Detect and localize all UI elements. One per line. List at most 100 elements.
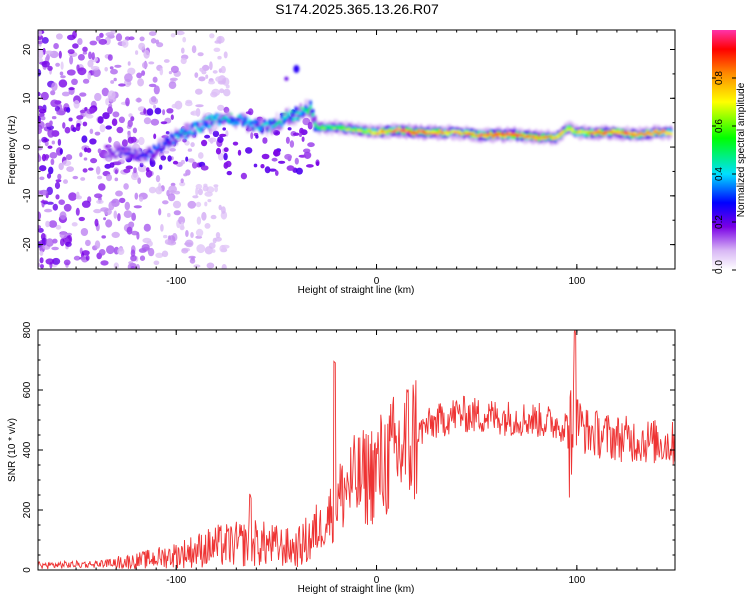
ridge-cell [645, 131, 649, 134]
spectrogram-y-label: Frequency (Hz) [7, 116, 18, 185]
ridge-cell [542, 136, 546, 139]
y-tick-label: -10 [22, 188, 33, 203]
noise-blob [64, 126, 71, 134]
noise-blob [148, 31, 157, 36]
noise-blob [107, 106, 113, 115]
noise-blob [153, 104, 157, 109]
ridge-cell [558, 134, 563, 136]
ridge-cell [633, 134, 637, 137]
noise-blob [195, 187, 199, 196]
noise-blob [57, 138, 62, 146]
x-tick-label: 100 [569, 276, 586, 287]
noise-blob [207, 199, 212, 203]
noise-blob [38, 115, 42, 124]
noise-blob [212, 130, 220, 137]
noise-blob [237, 149, 242, 156]
noise-blob [209, 33, 215, 39]
ridge-cell [280, 121, 284, 123]
noise-blob [79, 152, 83, 158]
ridge-cell [313, 124, 317, 127]
noise-blob [150, 118, 160, 126]
noise-blob [62, 160, 72, 167]
ridge-cell [169, 133, 173, 137]
ridge-cell [253, 127, 257, 130]
noise-blob [209, 61, 213, 71]
ridge-cell [306, 108, 310, 113]
ridge-cell [556, 134, 560, 137]
ridge-cell [212, 117, 216, 121]
noise-blob [39, 176, 45, 181]
ridge-cell [378, 132, 382, 135]
colorbar-tick-label: 0.6 [714, 119, 725, 133]
ridge-cell [455, 132, 459, 134]
ridge-cell [246, 120, 250, 124]
ridge-cell [342, 127, 346, 130]
noise-blob [159, 67, 164, 76]
noise-blob [77, 38, 83, 45]
ridge-cell [258, 125, 262, 130]
noise-blob [133, 167, 137, 174]
ridge-cell [359, 127, 363, 132]
noise-blob [133, 205, 142, 209]
ridge-cell [662, 130, 666, 133]
noise-blob [245, 147, 253, 154]
noise-blob [301, 136, 305, 142]
noise-blob [143, 223, 151, 232]
noise-blob [66, 232, 73, 236]
ridge-cell [604, 130, 608, 133]
noise-blob [79, 109, 86, 114]
ridge-cell [356, 129, 361, 132]
noise-blob [90, 66, 100, 71]
ridge-cell [361, 129, 365, 132]
noise-blob [66, 107, 71, 113]
noise-blob [38, 30, 42, 37]
noise-blob [112, 111, 120, 118]
spectrogram-x-label: Height of straight line (km) [298, 285, 415, 296]
noise-blob [141, 70, 146, 76]
noise-blob [55, 194, 60, 200]
noise-blob [81, 250, 90, 256]
noise-blob [100, 260, 109, 266]
ridge-cell [582, 131, 587, 134]
noise-blob [87, 72, 91, 80]
noise-blob [124, 201, 130, 211]
ridge-cell [251, 124, 255, 127]
ridge-cell [299, 111, 303, 116]
noise-blob [201, 211, 207, 221]
noise-blob [183, 173, 188, 177]
noise-blob [207, 80, 216, 85]
ridge-cell [493, 133, 498, 138]
noise-blob [59, 71, 64, 76]
noise-blob [178, 216, 186, 225]
noise-blob [146, 108, 154, 116]
ridge-cell [150, 153, 154, 161]
ridge-cell [296, 110, 300, 115]
noise-blob [220, 65, 226, 74]
ridge-cell [539, 137, 543, 139]
ridge-cell [152, 152, 156, 160]
ridge-cell [496, 132, 500, 136]
noise-blob [307, 142, 315, 148]
ridge-cell [287, 114, 291, 116]
noise-blob [38, 262, 41, 268]
noise-blob [170, 114, 174, 120]
noise-blob [66, 166, 74, 173]
x-tick-label: -100 [166, 575, 186, 586]
noise-blob [55, 224, 62, 230]
noise-blob [55, 179, 62, 183]
noise-blob [81, 200, 91, 208]
ridge-cell [306, 112, 310, 115]
noise-blob [63, 179, 68, 184]
ridge-cell [229, 120, 233, 125]
noise-blob [82, 78, 90, 84]
noise-blob [162, 109, 166, 116]
ridge-cell [570, 130, 575, 133]
noise-blob [71, 222, 78, 227]
noise-blob [153, 85, 160, 95]
noise-blob [136, 72, 143, 79]
noise-blob [160, 224, 164, 232]
y-tick-label: 400 [22, 441, 33, 458]
noise-blob [217, 80, 226, 85]
ridge-cell [145, 154, 149, 158]
noise-blob [110, 80, 115, 84]
